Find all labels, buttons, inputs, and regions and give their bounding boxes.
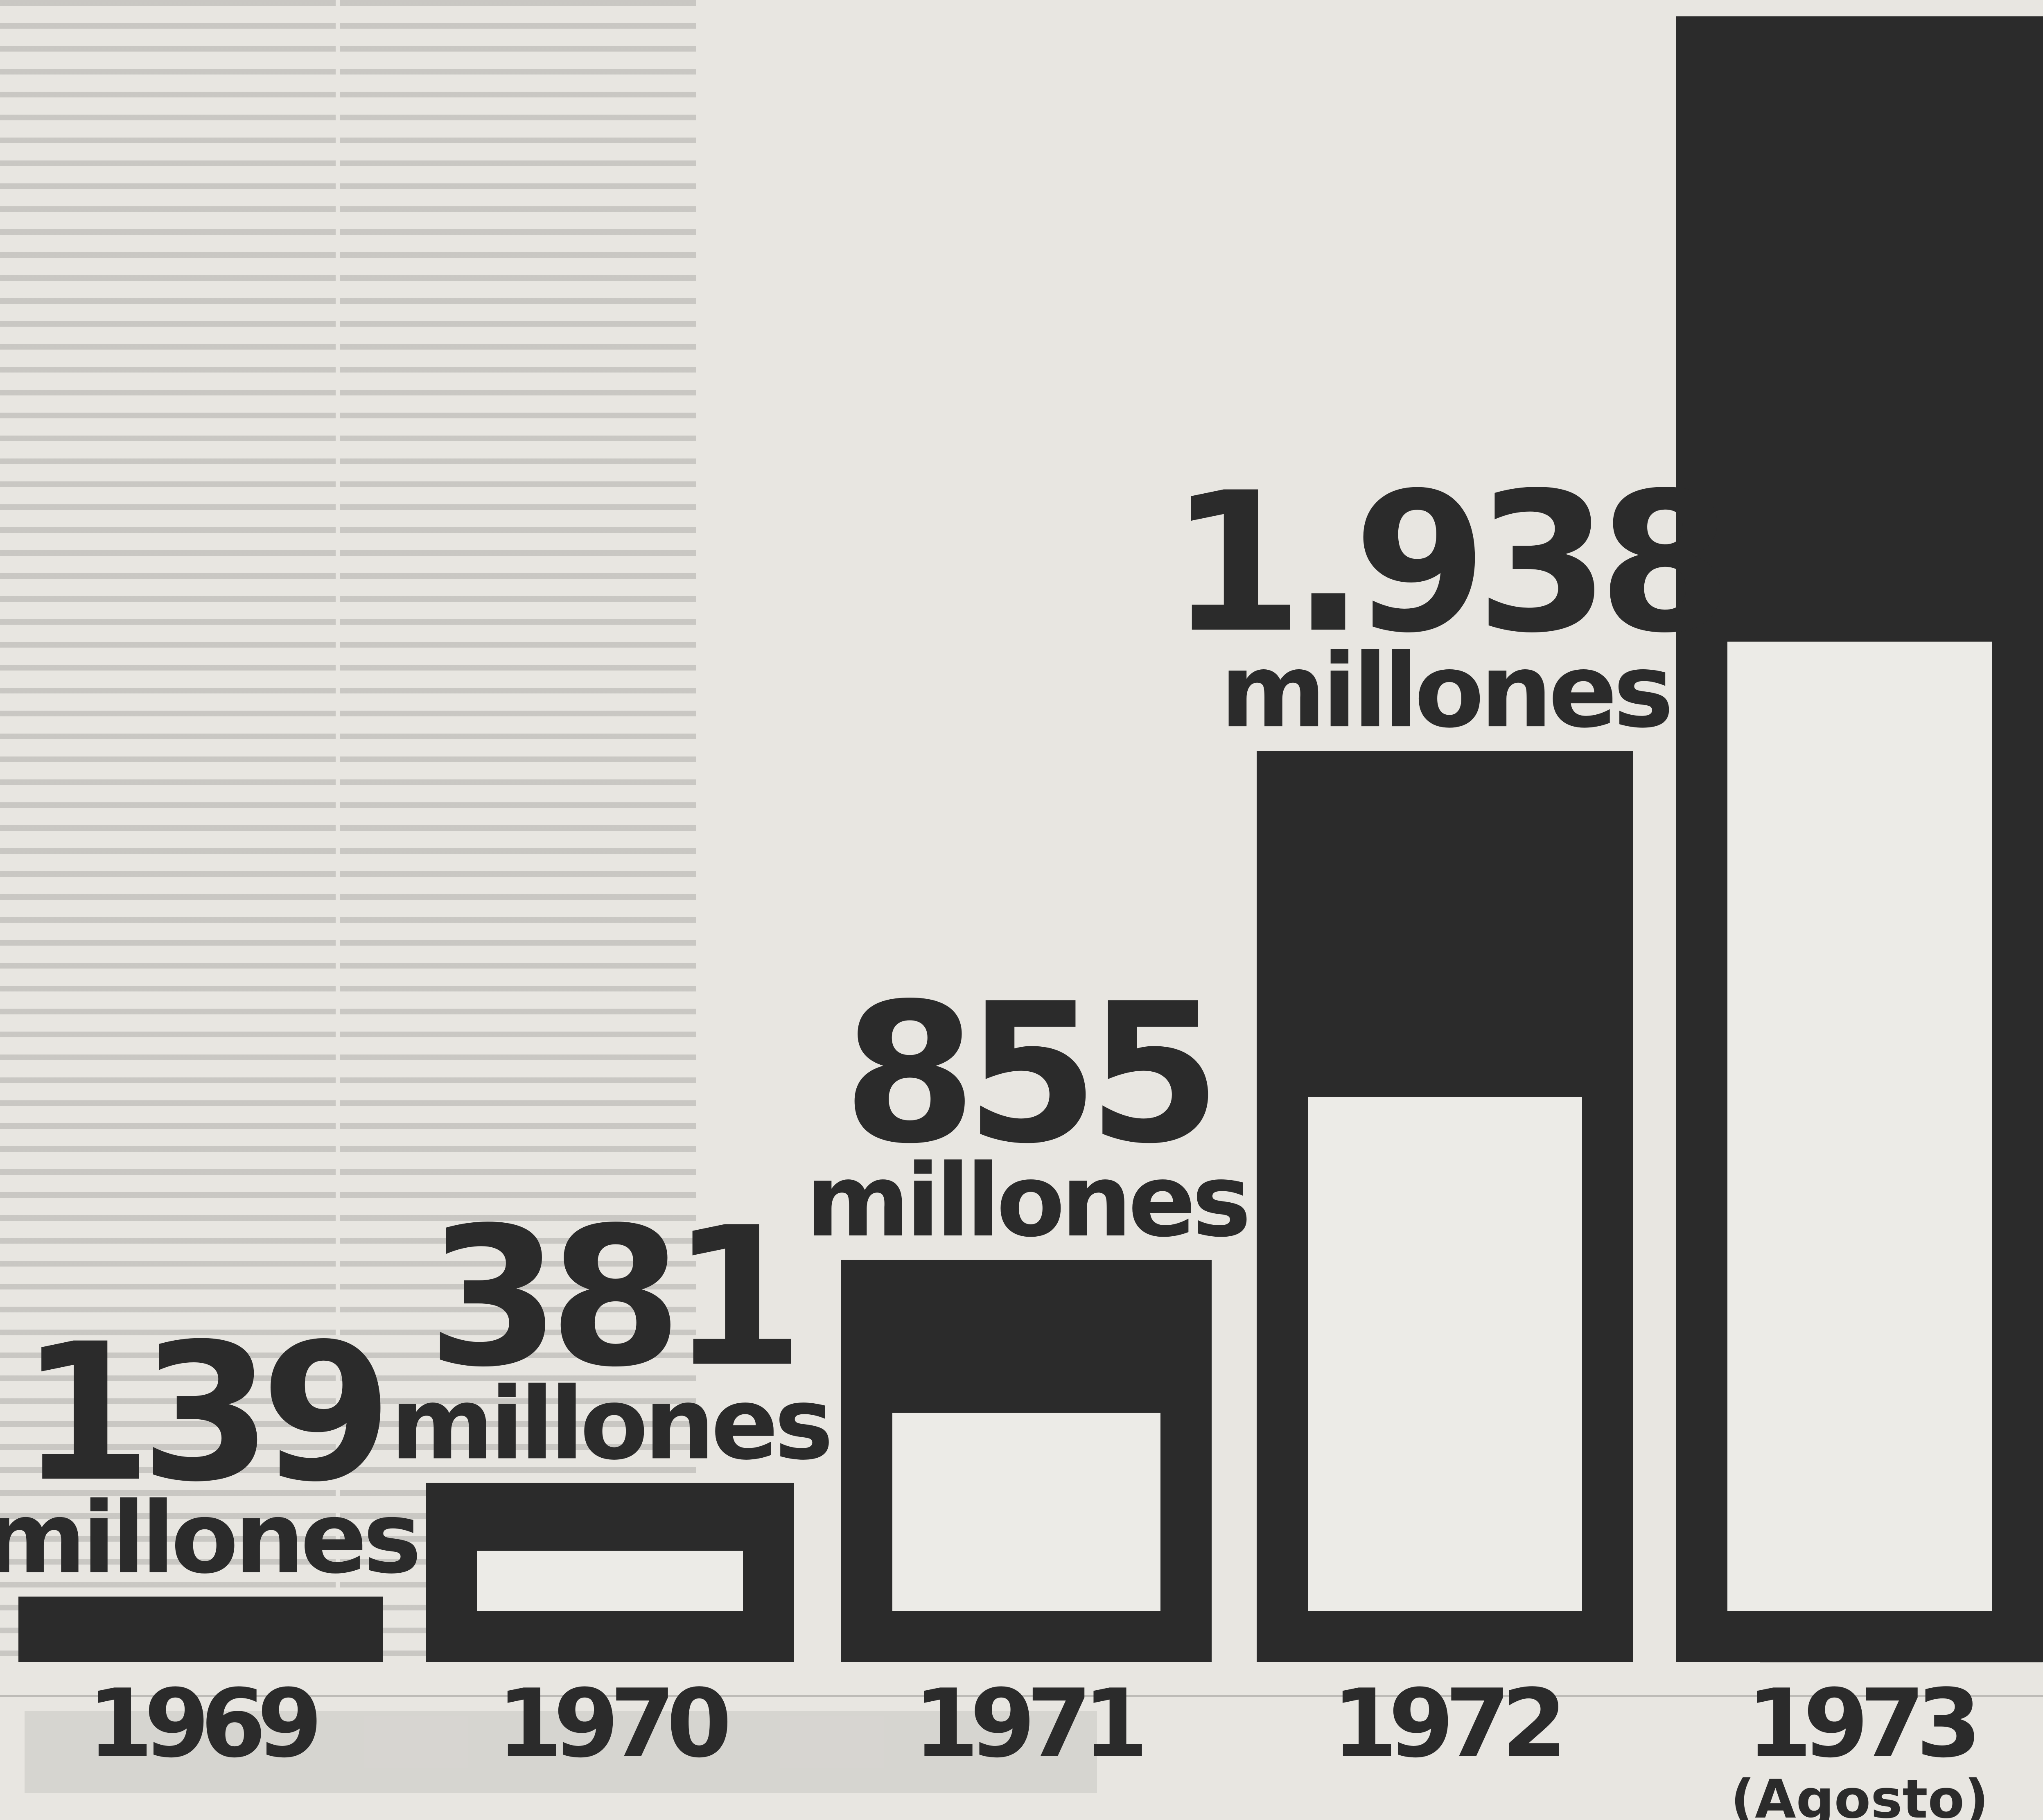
bar-inner-1973 xyxy=(1727,641,1992,1611)
bar-inner-1971 xyxy=(892,1413,1160,1611)
data-label-1969: 139 xyxy=(20,1303,382,1524)
background-text-column-center xyxy=(340,0,696,1658)
x-tick-note-1973: (Agosto) xyxy=(1731,1768,1989,1820)
x-tick-label-1972: 1972 xyxy=(1332,1669,1559,1779)
unit-label-1971: millones xyxy=(806,1143,1247,1259)
x-tick-label-1969: 1969 xyxy=(88,1669,317,1779)
unit-label-1970: millones xyxy=(391,1366,829,1482)
x-tick-label-1971: 1971 xyxy=(913,1669,1142,1779)
data-label-1970: 381 xyxy=(427,1187,794,1409)
bar-1969 xyxy=(18,1596,383,1662)
bar-inner-1970 xyxy=(477,1551,743,1611)
data-label-1971: 855 xyxy=(843,962,1211,1186)
x-tick-label-1973: 1973 xyxy=(1747,1669,1974,1779)
x-tick-label-1970: 1970 xyxy=(497,1669,728,1779)
labels-layer: 139millones1969381millones1970855millone… xyxy=(0,451,1989,1820)
unit-label-1972: millones xyxy=(1220,632,1670,750)
bars-layer xyxy=(18,16,2043,1662)
bar-inner-1972 xyxy=(1308,1097,1582,1611)
background-text-column-left xyxy=(0,0,336,1658)
background-divider xyxy=(0,1695,2043,1697)
unit-label-1969: millones xyxy=(0,1481,418,1595)
data-label-1972: 1.938 xyxy=(1169,451,1722,675)
background-headline-block xyxy=(25,1711,1097,1793)
